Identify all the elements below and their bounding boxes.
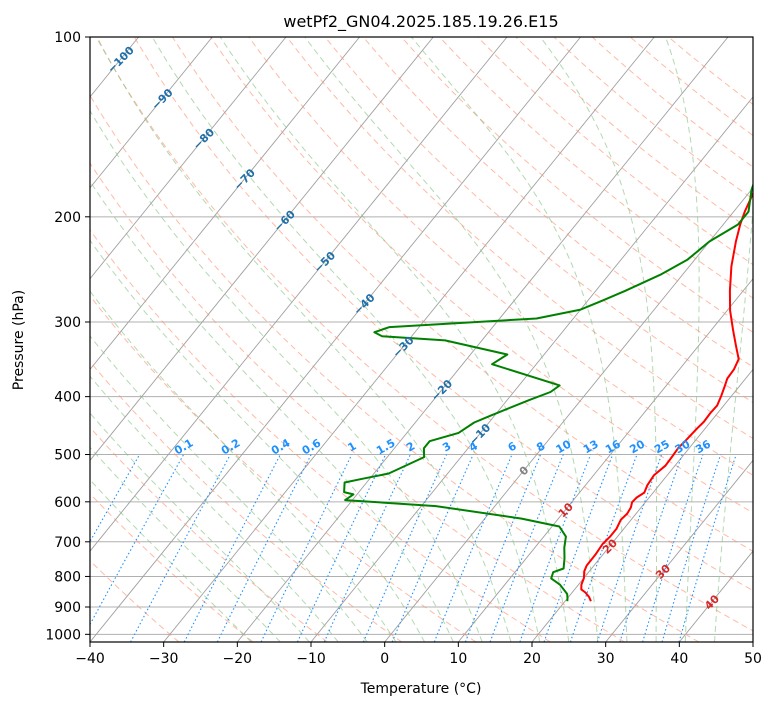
dry-adiabat-line xyxy=(90,162,625,642)
dry-adiabat-line xyxy=(95,37,753,632)
isotherm-line xyxy=(90,37,213,189)
isotherm-line xyxy=(90,37,360,371)
background-grid xyxy=(90,37,753,642)
isotherm-line xyxy=(310,96,753,642)
x-tick-label: 40 xyxy=(670,651,688,667)
x-tick-label: −10 xyxy=(296,651,326,667)
x-tick-label: 20 xyxy=(523,651,541,667)
mixing-ratio-line xyxy=(519,454,592,642)
y-tick-label: 1000 xyxy=(45,627,81,643)
moist-adiabat-line xyxy=(304,37,599,642)
dry-adiabat-line xyxy=(90,492,254,642)
moist-adiabat-line xyxy=(96,37,512,642)
y-axis-label: Pressure (hPa) xyxy=(11,290,27,390)
moist-adiabat-line xyxy=(714,202,753,642)
mixing-ratio-line xyxy=(642,454,704,642)
moist-adiabat-line xyxy=(151,37,541,642)
mixing-ratio-line xyxy=(183,454,281,642)
dry-adiabat-line xyxy=(171,37,753,552)
mixing-ratio-line xyxy=(489,454,564,642)
mixing-ratio-line xyxy=(130,454,231,642)
isotherm-line xyxy=(90,37,287,280)
isotherm-line xyxy=(384,187,753,642)
moist-adiabat-line xyxy=(90,290,397,642)
y-tick-label: 900 xyxy=(54,600,81,616)
x-axis-label: Temperature (°C) xyxy=(360,681,482,697)
dewpoint-profile-line xyxy=(343,182,753,602)
y-tick-label: 600 xyxy=(54,495,81,511)
isotherm-line xyxy=(163,37,655,642)
y-tick-label: 200 xyxy=(54,210,81,226)
temperature-profile-line xyxy=(580,191,753,602)
mixing-ratio-line xyxy=(678,454,737,642)
dry-adiabat-line xyxy=(439,37,753,299)
mixing-ratio-line xyxy=(619,454,683,642)
mixing-ratio-line xyxy=(543,454,614,642)
y-tick-label: 700 xyxy=(54,535,81,551)
y-tick-label: 400 xyxy=(54,390,81,406)
x-tick-label: 50 xyxy=(744,651,762,667)
dry-adiabat-line xyxy=(515,37,753,233)
y-tick-label: 100 xyxy=(54,30,81,46)
isotherm-line xyxy=(605,459,753,642)
y-tick-label: 500 xyxy=(54,448,81,464)
moist-adiabat-line xyxy=(411,37,628,642)
x-tick-label: 30 xyxy=(597,651,615,667)
y-tick-label: 300 xyxy=(54,315,81,331)
isotherm-line xyxy=(531,368,753,642)
x-tick-label: 10 xyxy=(449,651,467,667)
chart-title: wetPf2_GN04.2025.185.19.26.E15 xyxy=(283,12,558,32)
dry-adiabat-line xyxy=(90,360,402,642)
mixing-ratio-line xyxy=(260,454,353,642)
mixing-ratio-line xyxy=(596,454,663,642)
isotherm-line xyxy=(457,277,753,642)
dry-adiabat-line xyxy=(324,37,753,403)
moist-adiabat-line xyxy=(90,375,339,642)
mixing-ratio-line xyxy=(433,454,513,642)
x-tick-label: −30 xyxy=(149,651,179,667)
isotherm-line xyxy=(90,37,434,462)
sounding-series xyxy=(343,182,753,602)
isotherm-line xyxy=(236,37,729,642)
axes: −40 −30 −20 −10 0 10 20 30 40 50 100 200 300 400 500 60… xyxy=(45,30,762,667)
isotherm-line xyxy=(90,37,581,642)
mixing-ratio-line xyxy=(216,454,312,642)
moist-adiabat-line xyxy=(665,37,700,642)
dry-adiabat-line xyxy=(210,37,753,514)
x-tick-label: −40 xyxy=(75,651,105,667)
moist-adiabat-line xyxy=(90,239,426,642)
dry-adiabat-line xyxy=(286,37,753,440)
mixing-ratio-line xyxy=(661,454,722,642)
mixing-ratio-line xyxy=(464,454,542,642)
isotherm-line xyxy=(90,37,508,552)
moist-adiabat-line xyxy=(219,37,570,642)
dry-adiabat-line xyxy=(90,295,477,642)
dry-adiabat-line xyxy=(90,94,700,642)
dry-adiabat-line xyxy=(90,229,551,642)
dry-adiabat-line xyxy=(362,37,753,368)
x-tick-label: 0 xyxy=(380,651,389,667)
mixing-ratio-line xyxy=(296,454,387,642)
plot-frame xyxy=(89,36,754,643)
moist-adiabat-line xyxy=(539,37,658,642)
y-tick-label: 800 xyxy=(54,569,81,585)
mixing-ratio-line xyxy=(569,454,638,642)
moist-adiabat-line xyxy=(90,479,252,642)
x-tick-label: −20 xyxy=(223,651,253,667)
dry-adiabat-line xyxy=(133,37,753,592)
dry-adiabat-line xyxy=(248,37,753,476)
moist-adiabat-line xyxy=(90,109,483,642)
dry-adiabat-line xyxy=(477,37,753,266)
moist-adiabat-line xyxy=(90,335,368,642)
